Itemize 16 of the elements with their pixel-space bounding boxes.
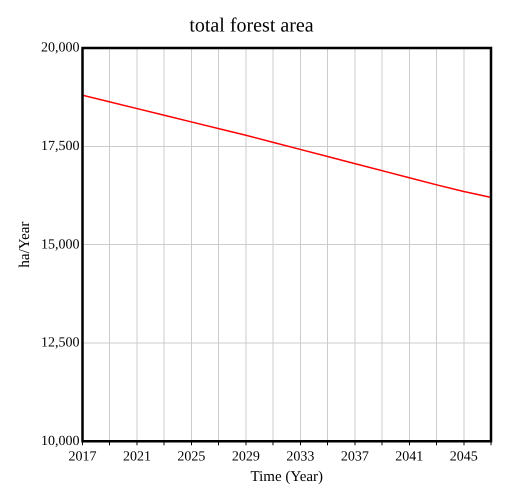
y-axis-title: ha/Year bbox=[16, 222, 33, 268]
chart-title: total forest area bbox=[189, 14, 314, 36]
x-tick-label: 2029 bbox=[232, 449, 260, 464]
x-tick-label: 2041 bbox=[395, 449, 424, 464]
x-tick-label: 2033 bbox=[286, 449, 314, 464]
y-tick-label: 20,000 bbox=[41, 40, 80, 56]
y-tick-label: 10,000 bbox=[41, 434, 80, 449]
x-tick-label: 2025 bbox=[177, 449, 206, 464]
x-tick-label: 2021 bbox=[122, 449, 151, 464]
x-tick-label: 2045 bbox=[450, 449, 478, 464]
y-tick-label: 12,500 bbox=[41, 336, 80, 351]
y-tick-label: 15,000 bbox=[41, 237, 80, 252]
y-tick-label: 17,500 bbox=[41, 138, 80, 154]
x-axis-title: Time (Year) bbox=[250, 468, 324, 485]
x-tick-label: 2017 bbox=[68, 449, 96, 464]
x-tick-label: 2037 bbox=[340, 449, 369, 464]
